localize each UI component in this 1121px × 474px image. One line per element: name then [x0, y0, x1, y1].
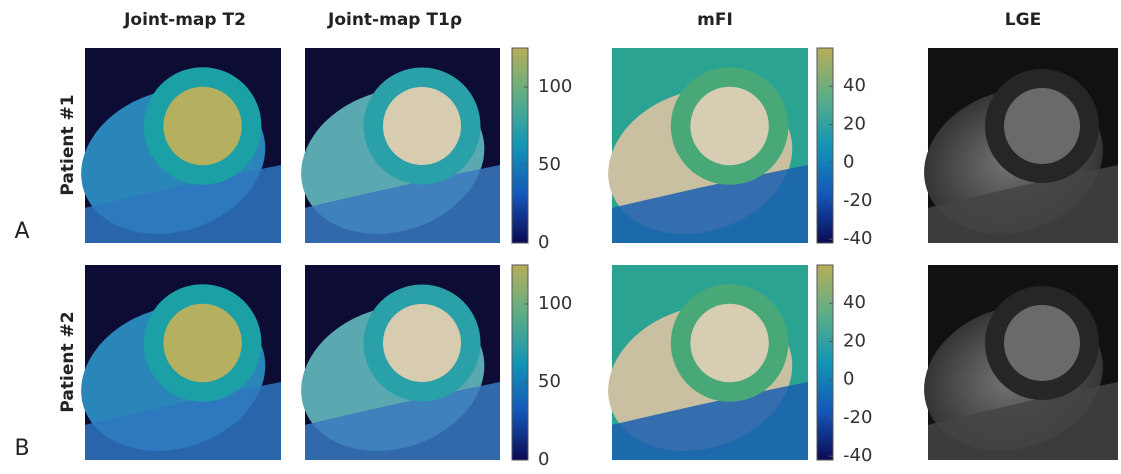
figure: Joint-map T2 Joint-map T1ρ mFI LGE A Patient … [0, 0, 1121, 474]
colorbar-tick-label: 20 [843, 330, 866, 351]
panel-letter: B [14, 436, 29, 461]
image-panel [282, 48, 503, 257]
colorbar-tick-label: -20 [843, 407, 872, 428]
blood-pool [383, 304, 461, 382]
colorbar-tick-label: 40 [843, 75, 866, 96]
image-panel [282, 265, 503, 474]
colorbar [512, 48, 528, 243]
colorbar-tick-label: 50 [538, 371, 561, 392]
blood-pool [383, 87, 461, 165]
image-panel [905, 265, 1121, 473]
colorbar-tick-label: 40 [843, 292, 866, 313]
column-header: Joint-map T1ρ [327, 10, 462, 30]
colorbar-tick-label: 0 [538, 232, 549, 253]
blood-pool [690, 304, 768, 382]
column-header: LGE [1005, 10, 1041, 30]
colorbar-tick-label: 100 [538, 293, 572, 314]
colorbar-tick-label: -40 [843, 445, 872, 466]
blood-pool [690, 87, 768, 165]
colorbar-tick-label: 100 [538, 76, 572, 97]
colorbar-tick-label: -20 [843, 190, 872, 211]
colorbar-tick-label: 0 [843, 369, 854, 390]
column-header: mFI [697, 10, 733, 30]
colorbar-tick-label: 0 [843, 152, 854, 173]
image-panel [589, 265, 811, 474]
colorbar [817, 265, 833, 460]
image-panel [62, 265, 284, 474]
row-label: Patient #2 [58, 311, 78, 412]
row-label: Patient #1 [58, 94, 78, 195]
colorbar-tick-label: 50 [538, 154, 561, 175]
blood-pool [163, 87, 241, 165]
colorbar-tick-label: -40 [843, 228, 872, 249]
colorbar [817, 48, 833, 243]
colorbar-tick-label: 0 [538, 449, 549, 470]
image-panel [905, 48, 1121, 256]
panel-letter: A [14, 219, 29, 244]
blood-pool [1004, 88, 1080, 164]
image-panel [62, 48, 284, 257]
colorbar [512, 265, 528, 460]
blood-pool [163, 304, 241, 382]
image-panel [589, 48, 811, 257]
blood-pool [1004, 305, 1080, 381]
column-header: Joint-map T2 [123, 10, 246, 30]
colorbar-tick-label: 20 [843, 113, 866, 134]
